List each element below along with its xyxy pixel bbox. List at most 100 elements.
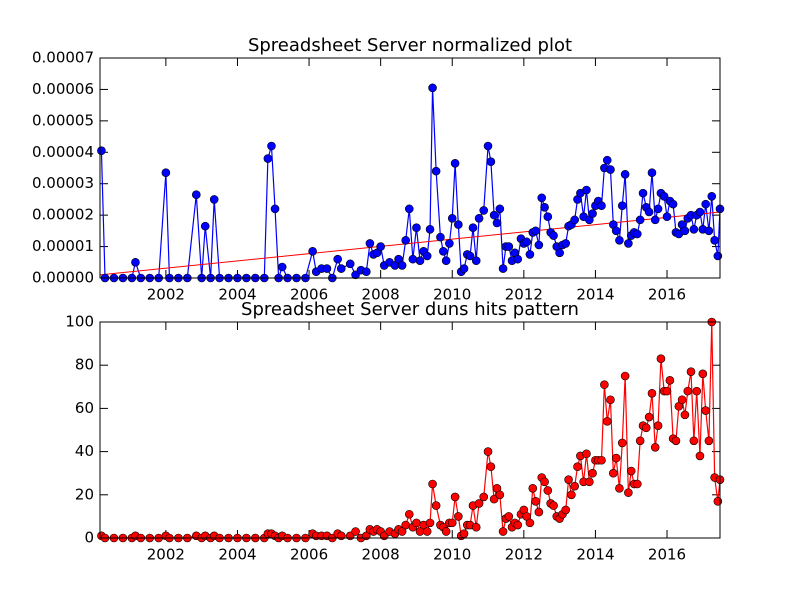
data-point xyxy=(561,505,571,515)
data-point xyxy=(611,453,621,463)
data-point xyxy=(408,254,418,264)
data-point xyxy=(710,235,719,245)
data-point xyxy=(582,185,591,195)
data-point xyxy=(543,486,553,495)
data-point xyxy=(431,166,441,176)
plot-frame xyxy=(99,321,721,539)
data-point xyxy=(602,155,612,165)
x-tick-label: 2008 xyxy=(362,546,400,564)
data-point xyxy=(692,386,702,396)
data-point xyxy=(404,204,414,214)
data-point xyxy=(567,490,576,500)
data-point xyxy=(624,488,633,497)
data-point xyxy=(459,529,469,538)
data-point xyxy=(635,436,645,446)
data-point xyxy=(534,507,544,517)
data-point xyxy=(479,206,489,215)
data-point xyxy=(525,518,535,528)
data-point xyxy=(609,468,618,478)
data-point xyxy=(689,224,699,234)
data-point xyxy=(588,209,597,218)
data-point xyxy=(549,501,558,510)
data-point xyxy=(483,141,493,151)
data-point xyxy=(200,221,210,231)
y-tick-label: 100 xyxy=(65,313,94,331)
data-point xyxy=(665,376,675,385)
data-point xyxy=(549,231,558,240)
y-tick-label: 0.00001 xyxy=(32,237,94,255)
data-point xyxy=(570,481,579,491)
data-point xyxy=(308,246,317,256)
data-point xyxy=(479,492,489,502)
data-point xyxy=(351,270,360,280)
data-point xyxy=(504,512,514,521)
data-point xyxy=(671,436,681,446)
chart-title: Spreadsheet Server duns hits pattern xyxy=(241,299,579,320)
data-point xyxy=(422,251,432,261)
data-point xyxy=(531,226,540,236)
data-point xyxy=(454,220,463,229)
data-point xyxy=(131,257,140,267)
data-point xyxy=(635,215,645,225)
data-point xyxy=(638,188,648,198)
data-point xyxy=(695,207,705,217)
x-tick-label: 2006 xyxy=(290,546,328,564)
data-point xyxy=(436,232,445,242)
plot-frame xyxy=(99,57,721,279)
data-point xyxy=(564,475,573,484)
x-tick-label: 2010 xyxy=(433,286,471,304)
y-tick-label: 0 xyxy=(84,529,94,547)
data-point xyxy=(492,218,502,228)
y-tick-label: 0.00003 xyxy=(32,174,94,192)
data-point xyxy=(617,438,627,448)
data-point xyxy=(450,492,460,502)
x-tick-label: 2004 xyxy=(218,546,256,564)
data-point xyxy=(597,201,606,211)
data-point xyxy=(438,246,448,256)
data-point xyxy=(415,256,425,266)
data-point xyxy=(425,224,435,234)
data-point xyxy=(504,242,514,251)
x-tick-label: 2008 xyxy=(362,286,400,304)
data-point xyxy=(644,207,654,217)
data-point xyxy=(701,406,710,415)
data-point xyxy=(641,423,651,433)
data-point xyxy=(412,223,421,233)
plot-background xyxy=(100,322,720,538)
x-tick-label: 2010 xyxy=(433,546,471,564)
data-point xyxy=(624,239,633,248)
data-point xyxy=(713,496,723,506)
data-point xyxy=(270,204,280,214)
data-point xyxy=(498,527,508,536)
data-point xyxy=(606,395,615,405)
data-point xyxy=(428,83,437,93)
data-point xyxy=(704,436,714,446)
data-point xyxy=(620,169,630,179)
y-tick-label: 0.00005 xyxy=(32,111,94,129)
data-point xyxy=(97,146,106,156)
data-point xyxy=(486,157,496,167)
data-point xyxy=(570,215,579,225)
data-point xyxy=(585,477,594,487)
x-tick-label: 2012 xyxy=(505,286,543,304)
data-point xyxy=(707,191,717,201)
data-point xyxy=(362,267,371,277)
data-point xyxy=(650,215,660,225)
data-point xyxy=(454,512,463,521)
data-point xyxy=(534,240,544,250)
data-point xyxy=(573,462,582,472)
y-tick-label: 0.00000 xyxy=(32,269,94,287)
data-point xyxy=(483,447,493,456)
data-point xyxy=(644,412,654,422)
data-point xyxy=(263,154,273,163)
data-point xyxy=(606,165,615,174)
y-tick-label: 0.00004 xyxy=(32,143,94,161)
data-point xyxy=(647,388,657,398)
y-tick-label: 0.00007 xyxy=(32,49,94,67)
data-point xyxy=(161,168,171,178)
data-point xyxy=(680,410,690,420)
x-tick-label: 2014 xyxy=(576,286,614,304)
data-point xyxy=(401,235,411,245)
